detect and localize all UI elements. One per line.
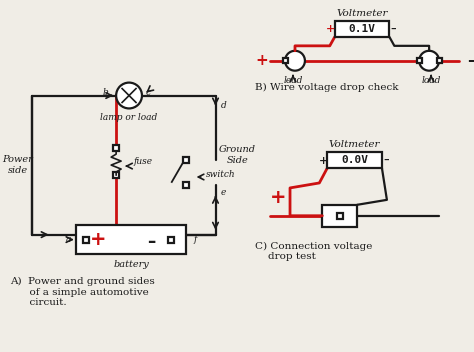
Text: B) Wire voltage drop check: B) Wire voltage drop check xyxy=(255,83,399,92)
Text: +: + xyxy=(256,53,269,68)
Text: +: + xyxy=(319,155,328,165)
Text: A)  Power and ground sides
      of a simple automotive
      circuit.: A) Power and ground sides of a simple au… xyxy=(10,277,155,307)
Text: Voltmeter: Voltmeter xyxy=(337,8,388,18)
Text: e: e xyxy=(220,188,226,197)
Bar xyxy=(283,58,288,63)
Text: b: b xyxy=(102,88,108,97)
Circle shape xyxy=(285,51,305,71)
Bar xyxy=(327,152,382,168)
Bar xyxy=(113,145,119,151)
Text: switch: switch xyxy=(206,170,235,178)
Text: lamp or load: lamp or load xyxy=(100,113,158,122)
Text: fuse: fuse xyxy=(134,157,153,165)
Text: c: c xyxy=(146,88,151,97)
Text: Power
side: Power side xyxy=(2,155,33,175)
Text: Ground
Side: Ground Side xyxy=(219,145,256,165)
Text: C) Connection voltage
    drop test: C) Connection voltage drop test xyxy=(255,241,373,261)
Text: +: + xyxy=(270,188,286,207)
Bar xyxy=(83,237,89,243)
Circle shape xyxy=(116,83,142,108)
Text: –: – xyxy=(467,53,474,68)
Text: f: f xyxy=(194,235,197,244)
Bar xyxy=(437,58,442,63)
Text: +: + xyxy=(90,230,107,249)
Bar xyxy=(168,237,174,243)
Text: –: – xyxy=(362,209,369,223)
Text: d: d xyxy=(220,101,226,110)
Bar xyxy=(76,225,186,254)
Bar xyxy=(182,157,189,163)
Text: battery: battery xyxy=(113,260,149,269)
Text: –: – xyxy=(147,233,155,251)
Bar xyxy=(182,182,189,188)
Circle shape xyxy=(419,51,439,71)
Text: –: – xyxy=(391,24,396,34)
Text: –: – xyxy=(383,155,389,165)
Text: lead: lead xyxy=(283,76,303,85)
Text: +: + xyxy=(326,24,336,34)
Text: 0.0V: 0.0V xyxy=(341,155,368,165)
Bar xyxy=(322,205,357,227)
Bar xyxy=(417,58,422,63)
Text: a: a xyxy=(66,235,72,244)
Text: load: load xyxy=(421,76,441,85)
Text: Voltmeter: Voltmeter xyxy=(329,140,380,149)
Text: 0.1V: 0.1V xyxy=(348,24,375,34)
Bar xyxy=(335,21,389,37)
Bar xyxy=(337,213,343,219)
Bar xyxy=(113,172,119,178)
